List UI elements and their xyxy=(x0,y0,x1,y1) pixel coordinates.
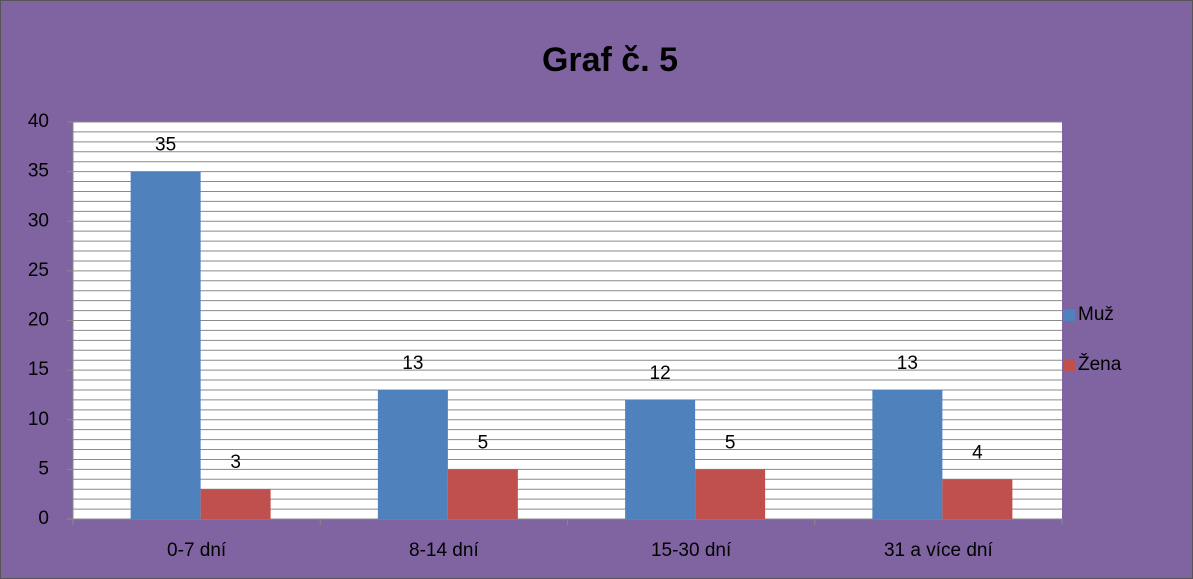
value-label: 13 xyxy=(402,353,423,374)
y-tick-label: 25 xyxy=(28,260,49,281)
value-label: 35 xyxy=(155,135,176,156)
bar xyxy=(200,489,271,519)
y-tick-label: 30 xyxy=(28,210,49,231)
y-tick-label: 0 xyxy=(38,508,49,529)
y-tick-label: 5 xyxy=(38,458,49,479)
legend-swatch xyxy=(1063,359,1075,371)
bar xyxy=(695,469,766,519)
bar xyxy=(942,479,1013,519)
y-tick-label: 10 xyxy=(28,409,49,430)
legend-swatch xyxy=(1063,309,1075,321)
value-label: 13 xyxy=(897,353,918,374)
y-tick-label: 20 xyxy=(28,310,49,331)
bar xyxy=(872,389,943,519)
chart-title: Graf č. 5 xyxy=(542,41,678,79)
x-tick-label: 31 a více dní xyxy=(884,540,994,561)
value-label: 5 xyxy=(478,432,489,453)
y-tick-label: 40 xyxy=(28,111,49,132)
bar xyxy=(377,389,448,519)
y-tick-label: 15 xyxy=(28,359,49,380)
bar xyxy=(625,399,696,519)
value-label: 12 xyxy=(650,363,671,384)
legend-label: Žena xyxy=(1078,353,1122,375)
x-tick-label: 8-14 dní xyxy=(409,540,479,561)
y-tick-label: 35 xyxy=(28,161,49,182)
value-label: 5 xyxy=(725,432,736,453)
x-tick-label: 0-7 dní xyxy=(167,540,227,561)
value-label: 4 xyxy=(972,442,983,463)
x-tick-label: 15-30 dní xyxy=(651,540,732,561)
bar xyxy=(130,171,201,519)
legend-label: Muž xyxy=(1078,304,1114,325)
value-label: 3 xyxy=(230,452,241,473)
bar xyxy=(447,469,518,519)
